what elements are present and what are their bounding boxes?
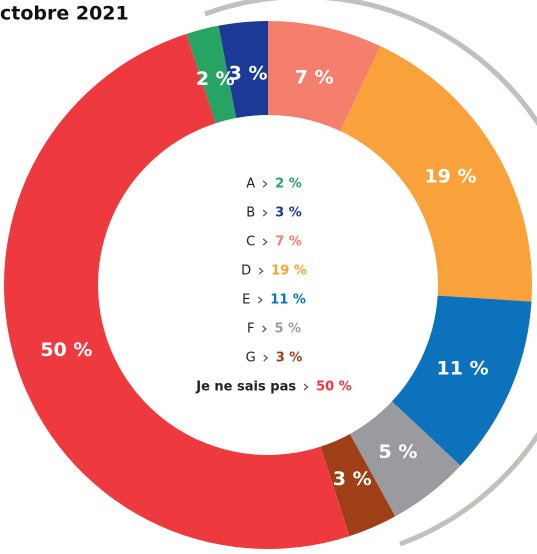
legend-value: 19 % <box>271 264 307 279</box>
legend-value: 2 % <box>275 177 302 192</box>
legend-label: G <box>246 351 256 366</box>
legend-chevron <box>257 296 263 304</box>
legend-label: C <box>246 235 255 250</box>
legend-chevron <box>262 180 268 188</box>
slice <box>3 33 350 550</box>
slice-label: 3 % <box>333 468 372 490</box>
legend-value: 3 % <box>276 351 303 366</box>
legend-value: 11 % <box>270 293 306 308</box>
legend-value: 50 % <box>316 380 352 395</box>
slice-label: 7 % <box>295 67 334 89</box>
slice-label: 5 % <box>378 441 417 463</box>
legend-label: E <box>242 293 250 308</box>
legend-label: D <box>241 264 251 279</box>
legend-chevron <box>262 209 268 217</box>
slice <box>186 25 237 124</box>
legend-value: 7 % <box>275 235 302 250</box>
slice <box>218 21 268 119</box>
legend-chevron <box>262 325 267 333</box>
chart-title: ctobre 2021 <box>0 3 129 25</box>
slice-label: 3 % <box>229 62 268 84</box>
legend-label: Je ne sais pas <box>195 380 296 395</box>
legend-label: A <box>246 177 255 192</box>
slice <box>391 295 532 466</box>
slice <box>349 401 461 517</box>
legend-label: B <box>246 206 255 221</box>
legend-label: F <box>247 322 254 337</box>
legend-value: 3 % <box>275 206 302 221</box>
legend-chevron <box>262 238 268 246</box>
slice-label: 50 % <box>40 339 92 361</box>
slice-label: 11 % <box>437 358 489 380</box>
legend-chevron <box>263 354 269 362</box>
slice-label: 2 % <box>196 68 235 90</box>
legend-chevron <box>303 383 309 391</box>
slice <box>268 21 381 132</box>
slice-label: 19 % <box>424 166 476 188</box>
decor-arc <box>204 0 537 547</box>
slice <box>340 46 533 302</box>
legend-value: 5 % <box>274 322 301 337</box>
legend-chevron <box>258 267 264 275</box>
slice <box>320 433 396 537</box>
